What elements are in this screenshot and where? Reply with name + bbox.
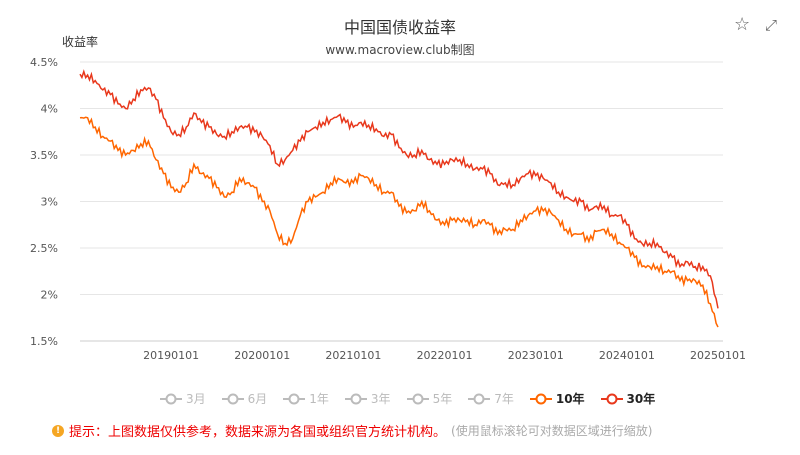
- legend-label: 1年: [309, 392, 329, 406]
- legend-item[interactable]: 6月: [221, 390, 268, 407]
- legend-marker-icon: [221, 393, 244, 404]
- notice-prefix: 提示：: [69, 425, 109, 440]
- legend-marker-icon: [529, 393, 552, 404]
- legend-item[interactable]: 30年: [600, 390, 656, 407]
- legend-item[interactable]: 3年: [344, 390, 391, 407]
- legend-marker-icon: [283, 393, 306, 404]
- legend: 3月 6月 1年 3年 5年 7年 10年 30年: [160, 390, 655, 407]
- legend-marker-icon: [344, 393, 367, 404]
- legend-label: 7年: [494, 392, 514, 406]
- y-tick-label: 3%: [41, 196, 58, 209]
- legend-label: 30年: [626, 392, 656, 406]
- series-line-10年: [79, 116, 719, 328]
- zoom-hint: (使用鼠标滚轮可对数据区域进行缩放): [451, 424, 653, 438]
- expand-icon[interactable]: ⤢: [765, 16, 778, 34]
- x-tick-label: 20200101: [234, 349, 290, 362]
- legend-label: 3年: [370, 392, 391, 406]
- legend-marker-icon: [406, 393, 429, 404]
- notice: ! 提示： 上图数据仅供参考，数据来源为各国或组织官方统计机构。 (使用鼠标滚轮可…: [52, 421, 652, 440]
- y-tick-label: 3.5%: [30, 149, 58, 162]
- legend-item[interactable]: 7年: [468, 390, 514, 407]
- warning-icon: !: [52, 424, 64, 437]
- legend-marker-icon: [468, 393, 491, 404]
- x-tick-label: 20190101: [143, 349, 199, 362]
- chart-subtitle: www.macroview.club制图: [325, 43, 475, 57]
- legend-label: 5年: [432, 392, 453, 406]
- y-tick-label: 2%: [41, 289, 58, 302]
- legend-marker-icon: [600, 393, 623, 404]
- x-tick-label: 20220101: [417, 349, 473, 362]
- y-axis-label: 收益率: [62, 34, 98, 49]
- y-tick-label: 2.5%: [30, 242, 58, 255]
- x-tick-label: 20250101: [690, 349, 746, 362]
- notice-text: 上图数据仅供参考，数据来源为各国或组织官方统计机构。: [108, 425, 447, 440]
- x-tick-label: 20230101: [508, 349, 564, 362]
- legend-marker-icon: [160, 393, 182, 404]
- legend-label: 3月: [186, 392, 206, 406]
- line-chart: 收益率 1.5% 2% 2.5% 3% 3.5% 4% 4.5% 20190101 202001…: [30, 34, 746, 362]
- x-tick-label: 20240101: [599, 349, 655, 362]
- star-icon[interactable]: ☆: [734, 14, 751, 35]
- legend-item[interactable]: 1年: [283, 390, 329, 407]
- legend-item[interactable]: 5年: [406, 390, 453, 407]
- legend-item[interactable]: 10年: [529, 390, 585, 407]
- chart-title: 中国国债收益率: [343, 18, 456, 37]
- legend-label: 10年: [555, 392, 585, 406]
- y-tick-label: 1.5%: [30, 335, 58, 348]
- series-line-30年: [79, 69, 719, 309]
- y-tick-label: 4%: [41, 103, 58, 116]
- x-tick-label: 20210101: [325, 349, 381, 362]
- legend-label: 6月: [247, 392, 268, 406]
- y-tick-label: 4.5%: [30, 56, 58, 69]
- legend-item[interactable]: 3月: [160, 390, 206, 407]
